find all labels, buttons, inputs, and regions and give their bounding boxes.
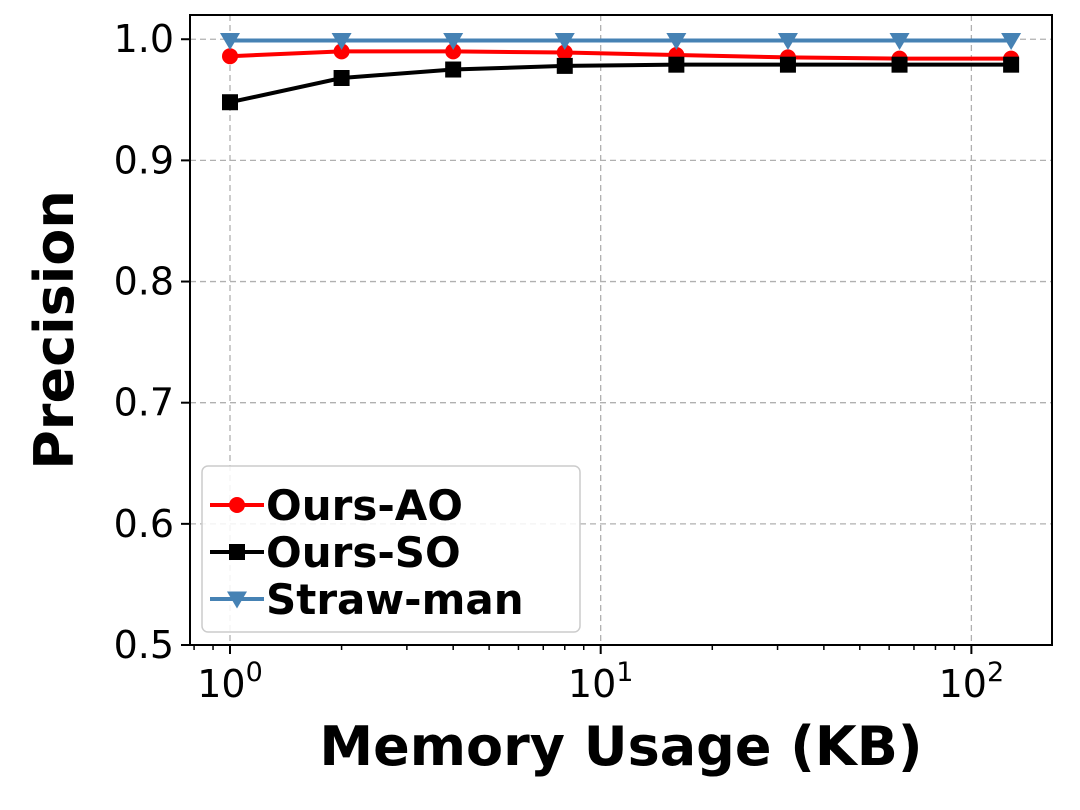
data-point-square	[229, 544, 245, 560]
data-point-triangle	[1001, 32, 1022, 50]
data-point-square	[333, 70, 350, 86]
series-straw-man	[219, 32, 1022, 50]
y-axis-ticks: 0.5 0.6 0.7 0.8 0.9 1.0	[114, 17, 190, 667]
y-tick-label: 0.9	[114, 138, 174, 182]
x-axis-ticks: 100 101 102	[197, 645, 1004, 706]
legend-box	[201, 465, 581, 633]
y-tick-label: 0.6	[114, 502, 174, 546]
data-point-square	[445, 61, 462, 78]
legend-item: Ours-SO	[210, 528, 461, 577]
data-point-triangle	[554, 32, 575, 50]
x-tick-exponent: 0	[246, 657, 263, 688]
data-point-circle	[229, 497, 245, 513]
legend-label: Ours-AO	[266, 481, 463, 530]
data-point-triangle	[889, 32, 910, 50]
data-point-circle	[333, 43, 350, 60]
series-layer	[219, 32, 1022, 111]
data-point-square	[221, 94, 238, 111]
data-point-square	[779, 56, 796, 73]
data-point-circle	[556, 44, 573, 61]
data-point-triangle	[227, 591, 247, 609]
x-tick-exponent: 2	[987, 657, 1004, 688]
data-point-triangle	[443, 32, 464, 50]
x-tick-base: 10	[939, 662, 987, 706]
data-point-square	[668, 56, 685, 73]
y-tick-label: 0.7	[114, 381, 174, 425]
series-line	[229, 62, 1012, 105]
data-point-triangle	[666, 32, 687, 50]
data-point-triangle	[777, 32, 798, 50]
x-axis-label: Memory Usage (KB)	[319, 715, 922, 778]
data-point-triangle	[331, 32, 352, 50]
data-point-triangle	[219, 32, 240, 50]
y-tick-label: 1.0	[114, 17, 174, 61]
legend-item: Ours-AO	[210, 481, 463, 530]
legend-label: Ours-SO	[266, 528, 461, 577]
x-tick-base: 10	[568, 662, 616, 706]
plot-frame	[189, 14, 1053, 646]
data-point-square	[891, 56, 908, 73]
y-tick-label: 0.8	[114, 260, 174, 304]
x-tick-label: 102	[939, 657, 1005, 706]
data-point-circle	[445, 43, 462, 60]
x-tick-label: 100	[197, 657, 263, 706]
x-tick-exponent: 1	[616, 657, 633, 688]
series-line	[229, 49, 1012, 61]
y-tick-label: 0.5	[114, 623, 174, 667]
data-point-square	[1003, 56, 1020, 73]
data-point-square	[556, 57, 573, 74]
data-point-circle	[221, 48, 238, 65]
y-axis-label: Precision	[23, 190, 86, 470]
legend-label: Straw-man	[266, 575, 524, 624]
legend-item: Straw-man	[210, 575, 524, 624]
x-tick-label: 101	[568, 657, 634, 706]
series-ours-so	[221, 56, 1020, 111]
x-tick-base: 10	[197, 662, 245, 706]
